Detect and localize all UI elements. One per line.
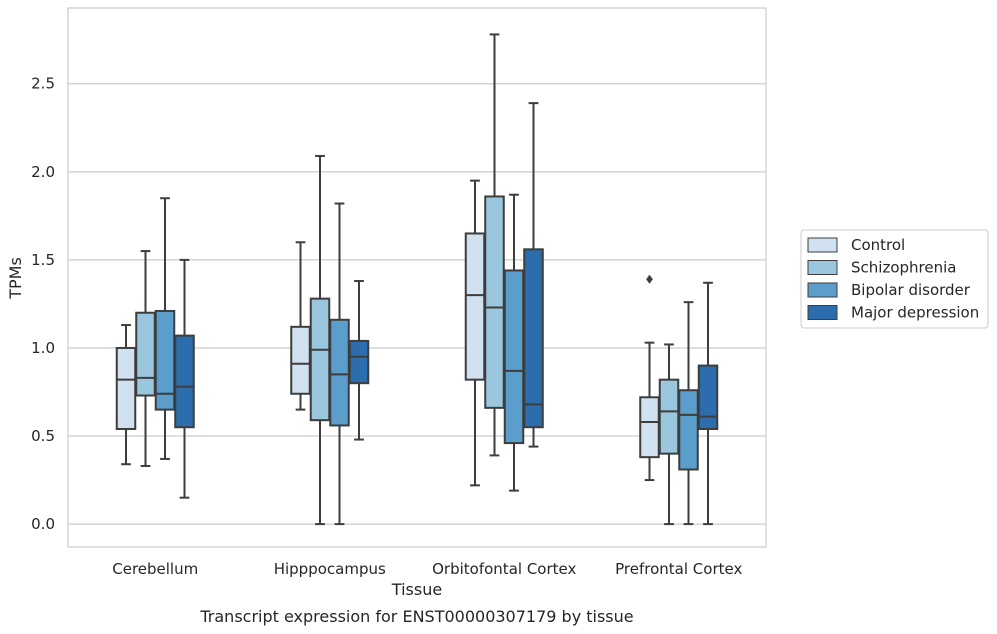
iqr-box <box>523 248 544 429</box>
box-major-depression-2 <box>523 102 544 448</box>
iqr-box <box>329 318 350 427</box>
x-axis-label: Tissue <box>391 580 442 599</box>
iqr-box <box>697 364 719 430</box>
box-major-depression-0 <box>174 258 195 499</box>
legend-label: Control <box>851 236 905 254</box>
box-schizophrenia-3 <box>658 343 680 526</box>
legend: Control Schizophrenia Bipolar disorder Majo… <box>800 229 989 329</box>
iqr-box <box>484 195 505 409</box>
legend-label: Bipolar disorder <box>851 281 971 299</box>
iqr-box <box>658 378 680 455</box>
legend-swatch <box>807 282 838 298</box>
y-tick-label: 2.0 <box>31 163 55 181</box>
x-tick-label: Prefrontal Cortex <box>615 560 742 578</box>
iqr-box <box>174 334 195 429</box>
legend-label: Major depression <box>851 304 979 322</box>
legend-frame <box>800 229 989 329</box>
x-tick-label: Hipppocampus <box>274 560 386 578</box>
iqr-box <box>290 325 311 395</box>
box-bipolar-disorder-0 <box>154 197 176 460</box>
y-tick-label: 0.0 <box>31 515 55 533</box>
iqr-box <box>135 311 156 397</box>
x-tick-label: Cerebellum <box>112 560 198 578</box>
plot-area <box>67 7 767 548</box>
box-control-3 <box>639 274 660 482</box>
chart-caption: Transcript expression for ENST0000030717… <box>199 607 633 626</box>
y-tick-label: 1.5 <box>31 251 55 269</box>
x-tick-label: Orbitofontal Cortex <box>432 560 576 578</box>
iqr-box <box>348 339 370 385</box>
iqr-box <box>309 297 331 422</box>
box-major-depression-3 <box>697 281 719 526</box>
iqr-box <box>154 309 176 411</box>
legend-swatch <box>807 237 838 253</box>
legend-label: Schizophrenia <box>851 259 956 277</box>
box-bipolar-disorder-1 <box>329 202 350 526</box>
y-tick-label: 1.0 <box>31 339 55 357</box>
iqr-box <box>639 396 660 459</box>
y-axis-ticks: 0.0 0.5 1.0 1.5 2.0 2.5 <box>31 75 55 533</box>
box-schizophrenia-0 <box>135 250 156 467</box>
iqr-box <box>678 389 699 471</box>
y-axis-label: TPMs <box>6 257 25 300</box>
y-tick-label: 2.5 <box>31 75 55 93</box>
boxes-layer <box>115 33 719 526</box>
legend-swatch <box>807 305 838 320</box>
iqr-box <box>464 232 486 381</box>
box-major-depression-1 <box>348 280 370 441</box>
outlier-point <box>646 274 653 284</box>
iqr-box <box>503 269 525 445</box>
y-tick-label: 0.5 <box>31 427 55 445</box>
legend-swatch <box>807 260 838 275</box>
x-axis-ticks: Cerebellum Hipppocampus Orbitofontal Corte… <box>112 560 742 578</box>
iqr-box <box>115 346 137 430</box>
